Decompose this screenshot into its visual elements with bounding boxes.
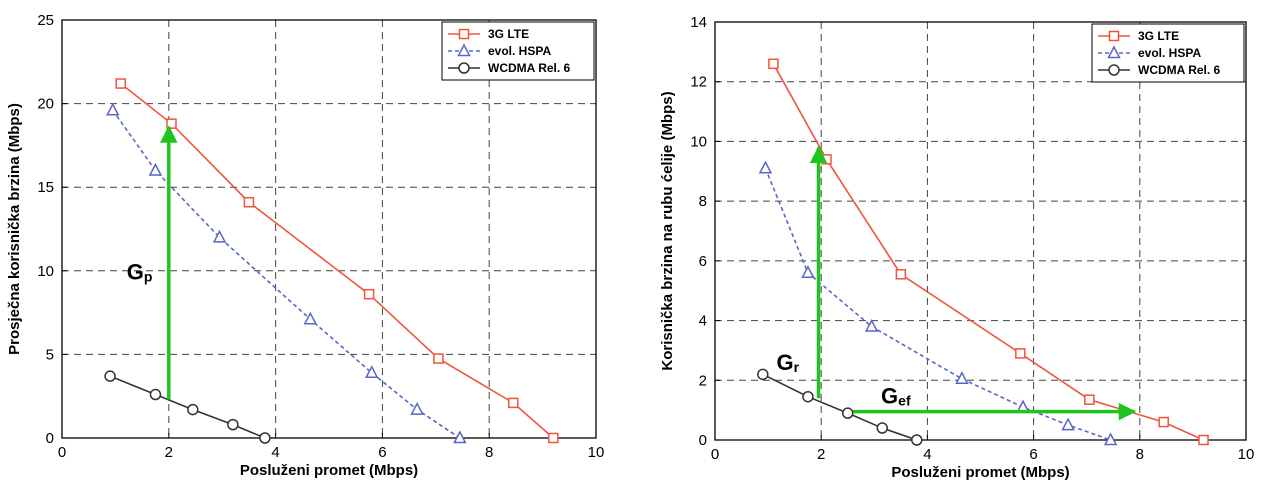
y-tick-label: 20	[37, 96, 54, 113]
data-point-square	[363, 288, 375, 300]
y-tick-label: 6	[699, 253, 707, 270]
x-axis-label: Posluženi promet (Mbps)	[891, 464, 1069, 481]
data-point-circle	[259, 432, 271, 444]
x-tick-label: 10	[1238, 446, 1255, 463]
annotation-subscript: r	[794, 359, 800, 375]
x-tick-label: 2	[165, 444, 173, 461]
series-line-0	[120, 82, 554, 439]
data-point-square	[1015, 348, 1026, 359]
y-tick-label: 8	[699, 193, 707, 210]
data-point-square	[166, 118, 177, 129]
x-axis-label: Posluženi promet (Mbps)	[240, 462, 418, 479]
annotation-label: Gr	[777, 350, 800, 375]
legend-label: WCDMA Rel. 6	[1138, 63, 1221, 77]
legend-marker-square	[1108, 30, 1120, 42]
data-point-triangle	[148, 162, 163, 176]
x-tick-label: 6	[1029, 446, 1037, 463]
data-point-circle	[842, 407, 854, 419]
data-point-square	[821, 154, 832, 165]
plot-frame	[714, 21, 1247, 441]
annotation-label: Gp	[127, 259, 153, 284]
data-point-circle	[149, 388, 162, 401]
x-tick-label: 10	[588, 444, 605, 461]
data-point-square	[243, 196, 255, 208]
y-tick-label: 0	[46, 430, 54, 447]
x-tick-label: 8	[485, 444, 493, 461]
data-point-square	[433, 353, 444, 364]
data-point-triangle	[1103, 432, 1118, 446]
data-point-circle	[876, 422, 889, 434]
x-tick-label: 8	[1136, 446, 1144, 463]
legend-marker-triangle	[1107, 45, 1121, 59]
series-line-2	[109, 375, 266, 439]
data-point-circle	[757, 368, 769, 381]
x-tick-label: 0	[711, 446, 719, 463]
data-point-square	[507, 397, 519, 409]
x-tick-label: 2	[817, 446, 825, 463]
y-tick-label: 5	[46, 346, 54, 363]
data-point-square	[1084, 394, 1095, 405]
annotation-subscript: p	[144, 268, 153, 284]
data-point-square	[768, 58, 779, 70]
legend: 3G LTE evol. HSPA WCDMA Rel. 6	[1091, 23, 1245, 83]
legend-marker-circle	[1108, 64, 1120, 76]
data-point-circle	[227, 418, 239, 431]
legend-label: 3G LTE	[488, 27, 529, 41]
data-point-square	[895, 269, 907, 280]
data-point-square	[1198, 434, 1209, 446]
data-point-triangle	[212, 229, 227, 243]
series-line-1	[112, 109, 461, 439]
data-point-circle	[104, 370, 116, 382]
x-tick-label: 4	[271, 444, 279, 461]
data-point-triangle	[410, 401, 424, 415]
data-point-circle	[802, 390, 814, 403]
data-point-square	[115, 78, 126, 89]
legend-label: WCDMA Rel. 6	[488, 61, 571, 75]
plot-frame	[61, 19, 597, 439]
data-point-triangle	[105, 102, 120, 116]
data-point-triangle	[1061, 417, 1075, 431]
y-axis-label: Korisnička brzina na rubu ćelije (Mbps)	[659, 91, 676, 370]
x-tick-label: 6	[378, 444, 386, 461]
legend-marker-triangle	[457, 43, 471, 57]
y-tick-label: 25	[37, 12, 54, 29]
legend: 3G LTE evol. HSPA WCDMA Rel. 6	[441, 21, 595, 81]
legend-marker-circle	[458, 62, 470, 74]
data-point-triangle	[955, 371, 969, 385]
data-point-triangle	[758, 160, 773, 174]
x-tick-label: 4	[923, 446, 931, 463]
data-point-triangle	[364, 365, 379, 379]
y-tick-label: 15	[37, 179, 54, 196]
data-point-triangle	[453, 430, 467, 444]
x-tick-label: 0	[58, 444, 66, 461]
legend-label: 3G LTE	[1138, 29, 1179, 43]
y-tick-label: 2	[699, 372, 707, 389]
y-tick-label: 0	[699, 432, 707, 449]
series-line-0	[772, 63, 1204, 441]
data-point-triangle	[864, 318, 879, 332]
y-tick-label: 10	[690, 133, 707, 150]
annotation-label: Gef	[881, 384, 911, 409]
data-point-circle	[911, 434, 923, 446]
y-axis-label: Prosječna korisnička brzina (Mbps)	[6, 103, 23, 355]
legend-marker-square	[458, 28, 470, 40]
chart-2: 0 2 4 6 8 10 0 2 4 6 8 10 12 14 Posluženi promet (Mbps…	[659, 14, 1254, 481]
data-point-triangle	[303, 311, 318, 325]
y-tick-label: 10	[37, 263, 54, 280]
y-tick-label: 14	[690, 14, 707, 31]
data-point-circle	[187, 403, 199, 416]
data-point-square	[548, 432, 559, 444]
y-tick-label: 4	[699, 313, 707, 330]
legend-label: evol. HSPA	[1138, 46, 1201, 60]
data-point-triangle	[801, 265, 815, 279]
chart-1: 0 2 4 6 8 10 0 5 10 15 20 25 Posluženi promet (Mbps)…	[6, 12, 604, 479]
legend-label: evol. HSPA	[488, 44, 551, 58]
y-tick-label: 12	[690, 74, 707, 91]
annotation-subscript: ef	[898, 393, 911, 409]
data-point-square	[1158, 416, 1169, 428]
